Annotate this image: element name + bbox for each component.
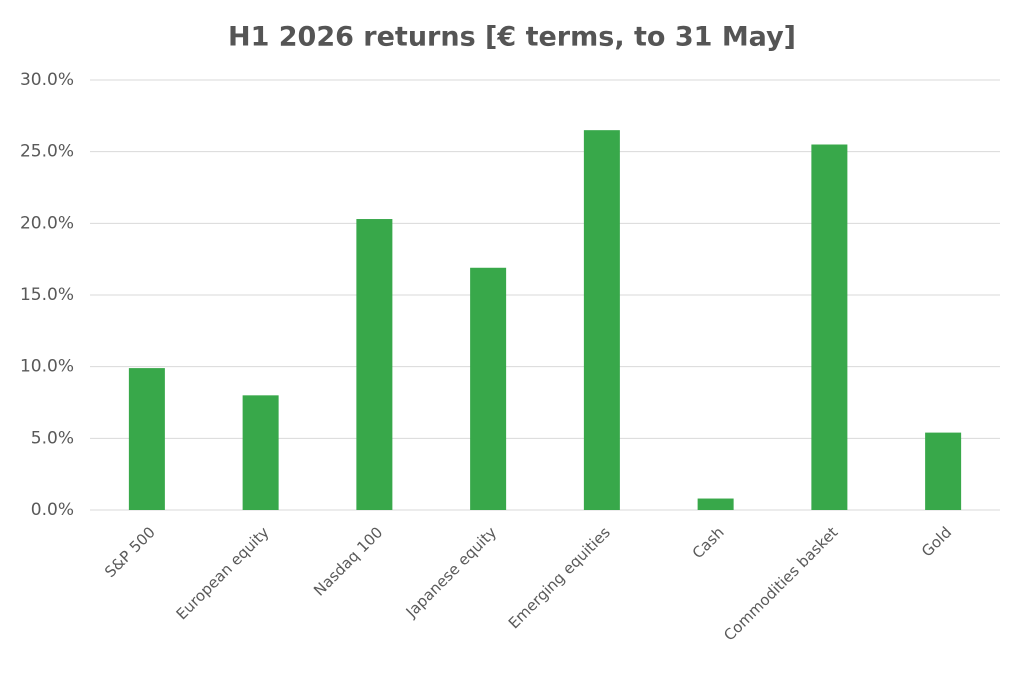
x-tick-label: Emerging equities: [505, 523, 614, 632]
x-tick-label: Japanese equity: [402, 523, 500, 621]
y-tick-label: 30.0%: [20, 70, 74, 90]
bar: [470, 267, 507, 510]
bar: [697, 498, 734, 510]
bar: [356, 219, 393, 511]
x-tick-label: S&P 500: [101, 523, 159, 581]
bar: [583, 130, 620, 510]
chart-title: H1 2026 returns [€ terms, to 31 May]: [228, 22, 796, 53]
y-tick-label: 5.0%: [31, 428, 74, 448]
x-tick-label: Commodities basket: [720, 523, 841, 644]
y-tick-label: 0.0%: [31, 500, 74, 520]
bar: [128, 368, 165, 510]
y-tick-label: 10.0%: [20, 357, 74, 377]
x-tick-label: Nasdaq 100: [310, 523, 386, 599]
x-tick-label: Cash: [689, 523, 728, 562]
y-tick-label: 15.0%: [20, 285, 74, 305]
y-tick-label: 25.0%: [20, 142, 74, 162]
bar: [242, 395, 279, 510]
y-tick-label: 20.0%: [20, 213, 74, 233]
x-tick-label: European equity: [173, 523, 273, 623]
bar: [925, 432, 962, 510]
bar: [811, 144, 848, 510]
x-tick-label: Gold: [918, 523, 955, 560]
